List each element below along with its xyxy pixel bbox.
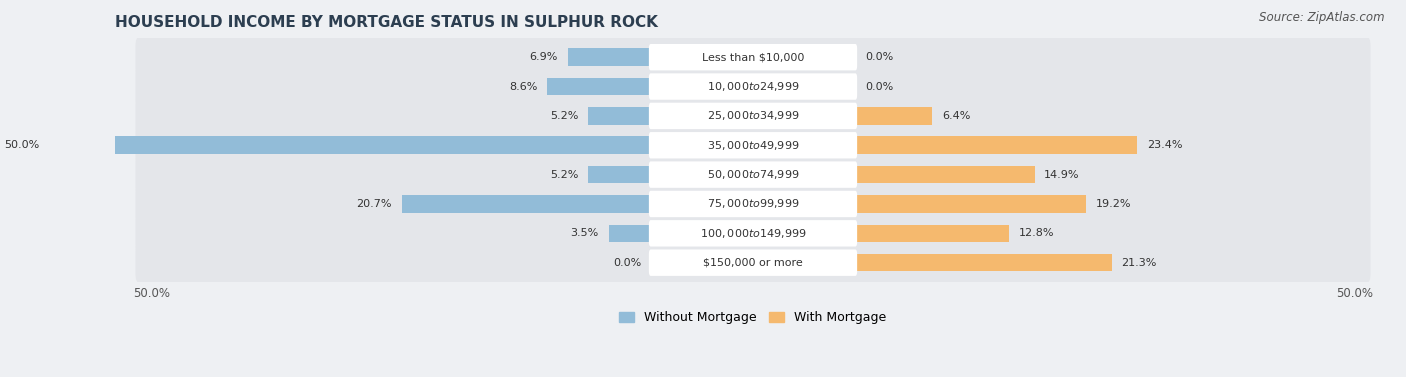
FancyBboxPatch shape bbox=[135, 125, 1371, 165]
Bar bbox=[588, 107, 651, 125]
FancyBboxPatch shape bbox=[650, 250, 858, 276]
FancyBboxPatch shape bbox=[135, 96, 1371, 136]
Text: HOUSEHOLD INCOME BY MORTGAGE STATUS IN SULPHUR ROCK: HOUSEHOLD INCOME BY MORTGAGE STATUS IN S… bbox=[115, 15, 658, 30]
FancyBboxPatch shape bbox=[650, 161, 858, 188]
Text: $150,000 or more: $150,000 or more bbox=[703, 258, 803, 268]
Text: $50,000 to $74,999: $50,000 to $74,999 bbox=[707, 168, 799, 181]
Bar bbox=[568, 48, 651, 66]
FancyBboxPatch shape bbox=[650, 74, 858, 100]
FancyBboxPatch shape bbox=[135, 243, 1371, 283]
Text: $75,000 to $99,999: $75,000 to $99,999 bbox=[707, 198, 799, 210]
Text: $100,000 to $149,999: $100,000 to $149,999 bbox=[700, 227, 806, 240]
Bar bbox=[609, 225, 651, 242]
Text: 0.0%: 0.0% bbox=[613, 258, 641, 268]
Bar bbox=[402, 195, 651, 213]
FancyBboxPatch shape bbox=[135, 184, 1371, 224]
Text: 12.8%: 12.8% bbox=[1019, 228, 1054, 238]
FancyBboxPatch shape bbox=[135, 213, 1371, 253]
FancyBboxPatch shape bbox=[650, 44, 858, 70]
Text: 8.6%: 8.6% bbox=[509, 81, 537, 92]
FancyBboxPatch shape bbox=[650, 191, 858, 217]
Text: $10,000 to $24,999: $10,000 to $24,999 bbox=[707, 80, 799, 93]
Bar bbox=[547, 78, 651, 95]
Text: Less than $10,000: Less than $10,000 bbox=[702, 52, 804, 62]
Bar bbox=[855, 107, 932, 125]
Text: 6.9%: 6.9% bbox=[530, 52, 558, 62]
Text: 0.0%: 0.0% bbox=[865, 52, 893, 62]
Bar bbox=[855, 166, 1035, 184]
Text: 5.2%: 5.2% bbox=[550, 170, 578, 179]
Text: 6.4%: 6.4% bbox=[942, 111, 970, 121]
Bar bbox=[49, 136, 651, 154]
FancyBboxPatch shape bbox=[135, 37, 1371, 77]
FancyBboxPatch shape bbox=[135, 67, 1371, 107]
Text: Source: ZipAtlas.com: Source: ZipAtlas.com bbox=[1260, 11, 1385, 24]
Bar bbox=[855, 254, 1112, 271]
FancyBboxPatch shape bbox=[650, 132, 858, 158]
Text: 21.3%: 21.3% bbox=[1122, 258, 1157, 268]
Text: 23.4%: 23.4% bbox=[1147, 140, 1182, 150]
Text: 50.0%: 50.0% bbox=[4, 140, 39, 150]
Bar bbox=[855, 225, 1010, 242]
Text: 20.7%: 20.7% bbox=[356, 199, 392, 209]
FancyBboxPatch shape bbox=[135, 155, 1371, 195]
FancyBboxPatch shape bbox=[650, 103, 858, 129]
Text: 0.0%: 0.0% bbox=[865, 81, 893, 92]
Text: 3.5%: 3.5% bbox=[571, 228, 599, 238]
Text: 14.9%: 14.9% bbox=[1045, 170, 1080, 179]
Text: $35,000 to $49,999: $35,000 to $49,999 bbox=[707, 139, 799, 152]
Text: 5.2%: 5.2% bbox=[550, 111, 578, 121]
Bar bbox=[855, 136, 1137, 154]
FancyBboxPatch shape bbox=[650, 220, 858, 247]
Text: 19.2%: 19.2% bbox=[1097, 199, 1132, 209]
Bar bbox=[855, 195, 1087, 213]
Text: $25,000 to $34,999: $25,000 to $34,999 bbox=[707, 109, 799, 123]
Legend: Without Mortgage, With Mortgage: Without Mortgage, With Mortgage bbox=[614, 306, 891, 329]
Bar bbox=[588, 166, 651, 184]
